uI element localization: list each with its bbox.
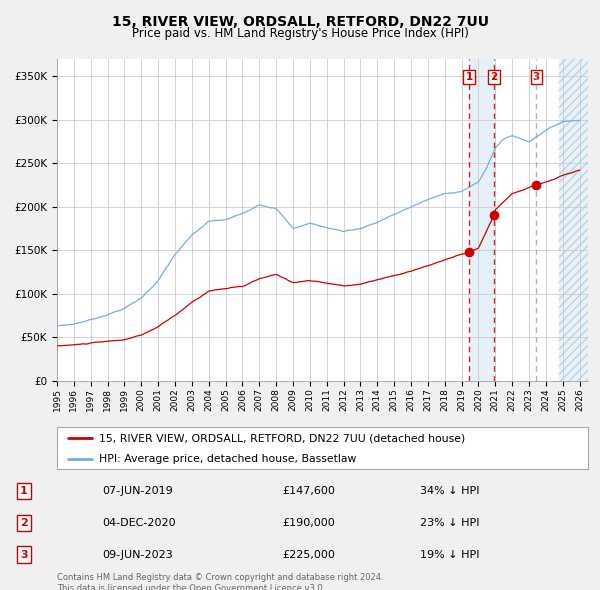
- Text: 2: 2: [20, 518, 28, 527]
- Text: 34% ↓ HPI: 34% ↓ HPI: [420, 486, 479, 496]
- Text: £190,000: £190,000: [282, 518, 335, 527]
- Text: 1: 1: [20, 486, 28, 496]
- Bar: [559, 59, 588, 381]
- Text: 09-JUN-2023: 09-JUN-2023: [102, 550, 173, 559]
- Bar: [469, 59, 494, 381]
- Text: Contains HM Land Registry data © Crown copyright and database right 2024.
This d: Contains HM Land Registry data © Crown c…: [57, 573, 383, 590]
- Text: HPI: Average price, detached house, Bassetlaw: HPI: Average price, detached house, Bass…: [100, 454, 357, 464]
- Text: 1: 1: [466, 72, 473, 82]
- Text: £147,600: £147,600: [282, 486, 335, 496]
- Text: 2: 2: [490, 72, 497, 82]
- Text: 15, RIVER VIEW, ORDSALL, RETFORD, DN22 7UU: 15, RIVER VIEW, ORDSALL, RETFORD, DN22 7…: [112, 15, 488, 29]
- Text: 3: 3: [20, 550, 28, 559]
- Text: 04-DEC-2020: 04-DEC-2020: [102, 518, 176, 527]
- Text: 15, RIVER VIEW, ORDSALL, RETFORD, DN22 7UU (detached house): 15, RIVER VIEW, ORDSALL, RETFORD, DN22 7…: [100, 433, 466, 443]
- Bar: [559, 59, 588, 381]
- Text: Price paid vs. HM Land Registry's House Price Index (HPI): Price paid vs. HM Land Registry's House …: [131, 27, 469, 40]
- Text: 07-JUN-2019: 07-JUN-2019: [102, 486, 173, 496]
- Text: 23% ↓ HPI: 23% ↓ HPI: [420, 518, 479, 527]
- Text: 3: 3: [533, 72, 540, 82]
- Text: 19% ↓ HPI: 19% ↓ HPI: [420, 550, 479, 559]
- Text: £225,000: £225,000: [282, 550, 335, 559]
